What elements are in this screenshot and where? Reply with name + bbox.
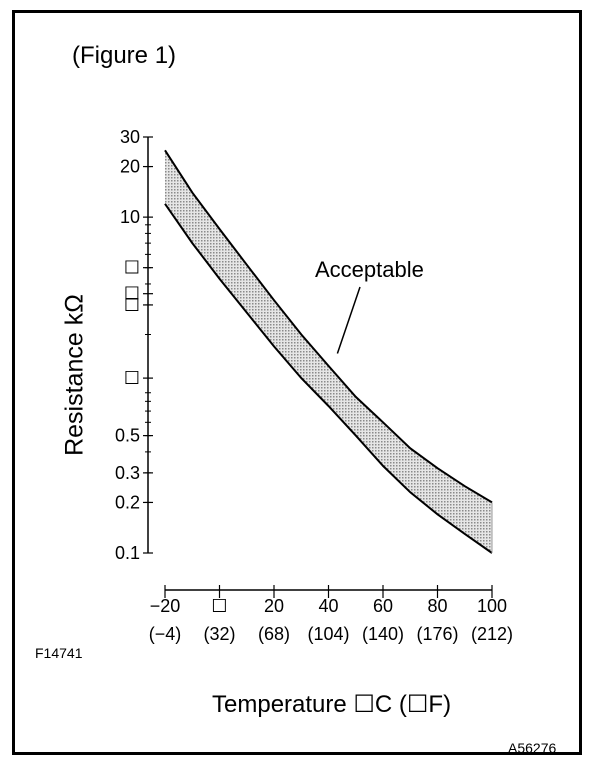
acceptable-band <box>165 150 492 554</box>
x-tick-label-fahrenheit: (−4) <box>149 624 182 644</box>
y-tick-label: 0.1 <box>115 543 140 563</box>
y-tick-label: ☐ <box>124 284 140 304</box>
x-tick-label-fahrenheit: (176) <box>416 624 458 644</box>
x-tick-label-celsius: ☐ <box>211 596 227 616</box>
x-tick-label-fahrenheit: (32) <box>203 624 235 644</box>
y-tick-label: 30 <box>120 127 140 147</box>
y-tick-label: 0.5 <box>115 426 140 446</box>
x-tick-label-celsius: 80 <box>427 596 447 616</box>
x-tick-label-fahrenheit: (68) <box>258 624 290 644</box>
x-tick-label-fahrenheit: (104) <box>307 624 349 644</box>
y-tick-label: ☐ <box>124 258 140 278</box>
x-axis-label: Temperature ☐C (☐F) <box>212 691 452 718</box>
upper-limit-curve <box>164 149 493 504</box>
x-tick-label-celsius: 100 <box>477 596 507 616</box>
figure-code-right: A56276 <box>508 740 557 756</box>
figure-label: (Figure 1) <box>72 42 177 69</box>
x-tick-label-fahrenheit: (140) <box>362 624 404 644</box>
y-tick-label: 20 <box>120 157 140 177</box>
x-tick-label-celsius: 20 <box>264 596 284 616</box>
y-tick-label: ☐ <box>124 368 140 388</box>
y-tick-label: 10 <box>120 207 140 227</box>
lower-limit-curve <box>164 203 493 554</box>
x-tick-label-celsius: 60 <box>373 596 393 616</box>
figure-frame <box>12 10 582 755</box>
y-tick-label: 0.2 <box>115 492 140 512</box>
y-tick-label: ☐ <box>124 295 140 315</box>
y-tick-label: 0.3 <box>115 463 140 483</box>
x-tick-label-celsius: −20 <box>150 596 181 616</box>
annotation-acceptable: Acceptable <box>315 257 424 282</box>
x-tick-label-fahrenheit: (212) <box>471 624 513 644</box>
annotation-leader-line <box>336 286 361 354</box>
figure-code-left: F14741 <box>35 645 83 661</box>
x-tick-label-celsius: 40 <box>318 596 338 616</box>
